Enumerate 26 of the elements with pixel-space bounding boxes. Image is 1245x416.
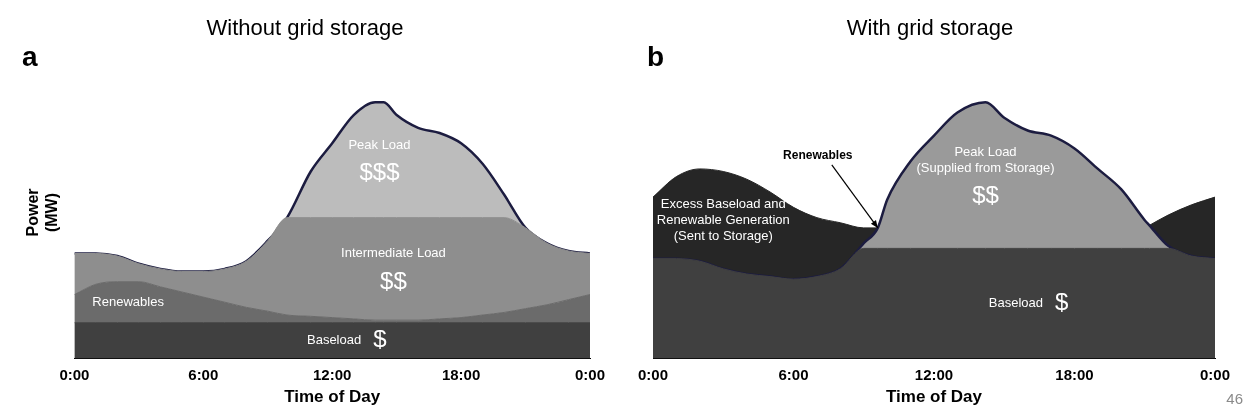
text: 46 (1226, 390, 1243, 408)
series-label: Excess Baseload and Renewable Generation (Sent to Storage) (656, 195, 790, 243)
y-axis-title: Power (MW) (24, 188, 61, 237)
x-tick-label: 6:00 (188, 365, 219, 383)
series-label: Renewables (92, 293, 165, 309)
x-axis-title: Time of Day (284, 387, 381, 407)
chart-title: With grid storage (846, 15, 1014, 41)
x-tick-label: 0:00 (637, 365, 669, 383)
annotation: Renewables (783, 148, 853, 163)
x-tick-label: 12:00 (914, 365, 954, 383)
series-label: Peak Load (Supplied from Storage) $$ (916, 143, 1055, 208)
x-tick-label: 0:00 (59, 365, 90, 383)
text: b (647, 40, 665, 72)
x-tick-label: 18:00 (1055, 365, 1094, 383)
x-tick-label: 12:00 (313, 365, 352, 383)
series-label: Peak Load $$$ (348, 136, 411, 185)
text: a (22, 40, 38, 72)
x-tick-label: 6:00 (778, 365, 809, 383)
x-axis-title: Time of Day (885, 387, 983, 407)
x-tick-label: 0:00 (574, 365, 606, 383)
x-tick-label: 0:00 (1199, 365, 1231, 383)
chart-title: Without grid storage (206, 15, 404, 41)
x-tick-label: 18:00 (441, 365, 481, 383)
series-label: Baseload $ (306, 325, 387, 353)
series-label: Intermediate Load $$ (341, 245, 446, 294)
series-label: Baseload $ (988, 288, 1069, 316)
